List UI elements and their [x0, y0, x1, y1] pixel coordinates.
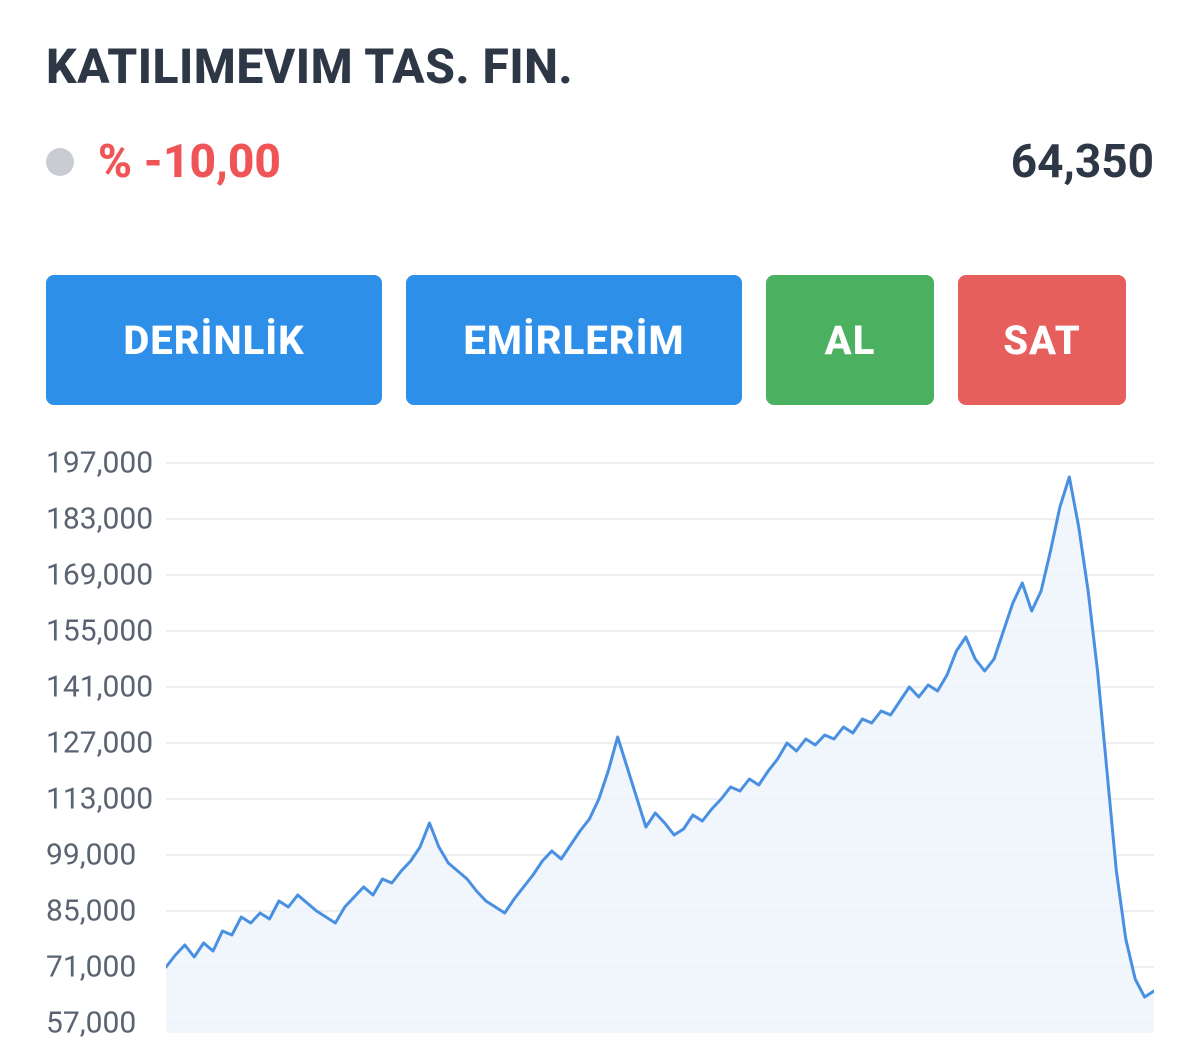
y-tick-label: 169,000 — [46, 558, 153, 593]
y-tick-label: 71,000 — [46, 950, 136, 985]
stock-detail-page: KATILIMEVIM TAS. FIN. % -10,00 64,350 DE… — [0, 0, 1200, 1033]
plot-area — [166, 453, 1154, 1033]
chart-svg — [166, 453, 1154, 1033]
stats-row: % -10,00 64,350 — [46, 135, 1154, 189]
percent-change: % -10,00 — [98, 135, 281, 189]
y-tick-label: 155,000 — [46, 614, 153, 649]
y-tick-label: 141,000 — [46, 670, 153, 705]
y-tick-label: 99,000 — [46, 838, 136, 873]
action-button-row: DERİNLİK EMİRLERİM AL SAT — [46, 275, 1154, 405]
y-tick-label: 113,000 — [46, 782, 153, 817]
sell-button[interactable]: SAT — [958, 275, 1126, 405]
status-dot-icon — [46, 148, 74, 176]
depth-button[interactable]: DERİNLİK — [46, 275, 382, 405]
stock-title: KATILIMEVIM TAS. FIN. — [46, 38, 1154, 95]
buy-button[interactable]: AL — [766, 275, 934, 405]
y-axis-labels: 197,000183,000169,000155,000141,000127,0… — [46, 453, 166, 1033]
y-tick-label: 183,000 — [46, 502, 153, 537]
y-tick-label: 127,000 — [46, 726, 153, 761]
y-tick-label: 197,000 — [46, 446, 153, 481]
left-stats: % -10,00 — [46, 135, 281, 189]
my-orders-button[interactable]: EMİRLERİM — [406, 275, 742, 405]
last-price: 64,350 — [1011, 135, 1154, 189]
price-chart: 197,000183,000169,000155,000141,000127,0… — [46, 453, 1154, 1033]
y-tick-label: 57,000 — [46, 1006, 136, 1041]
y-tick-label: 85,000 — [46, 894, 136, 929]
